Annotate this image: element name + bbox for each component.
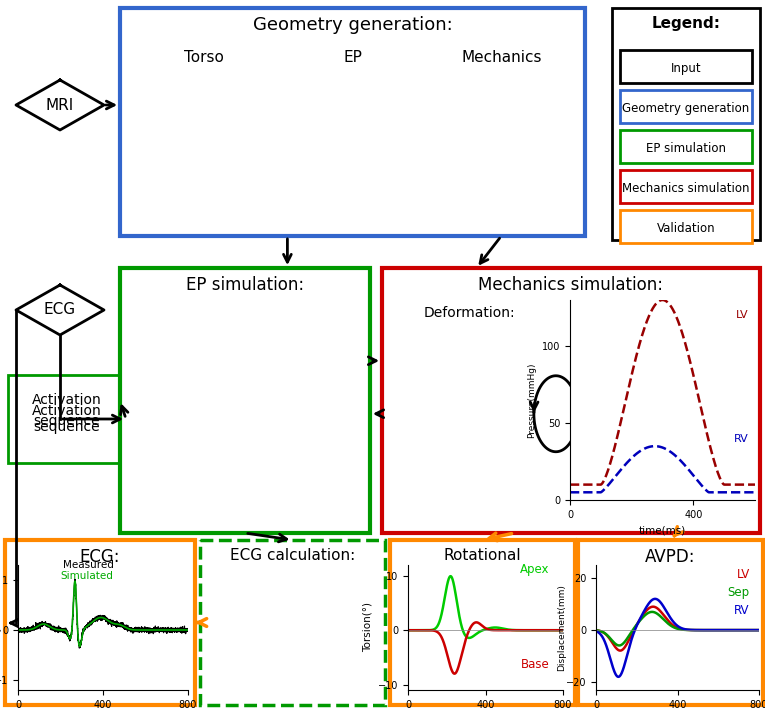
Text: Legend:: Legend: [652, 16, 721, 31]
Text: EP: EP [343, 50, 362, 65]
Line: Sep: Sep [596, 612, 759, 645]
Text: Geometry generation:: Geometry generation: [252, 16, 452, 34]
Text: Simulated: Simulated [60, 571, 114, 581]
Text: Geometry generation: Geometry generation [623, 102, 750, 115]
Sep [601, 630, 610, 638]
Bar [620, 50, 752, 83]
LV [754, 626, 763, 634]
RV [601, 640, 610, 649]
Text: MRI: MRI [46, 97, 74, 112]
Sep [754, 626, 763, 634]
Text: Mechanics: Mechanics [461, 50, 542, 65]
RV [715, 626, 724, 634]
RV [691, 626, 700, 634]
Text: Mechanics simulation: Mechanics simulation [622, 182, 750, 195]
Bar [620, 210, 752, 243]
Text: Rotational: Rotational [444, 548, 521, 563]
Text: Apex: Apex [520, 563, 550, 576]
Text: RV: RV [734, 434, 749, 444]
Text: AVPD:: AVPD: [645, 548, 695, 566]
Text: ECG: ECG [44, 302, 76, 317]
Y-axis label: Pressure(mmHg): Pressure(mmHg) [527, 362, 536, 438]
Text: RV: RV [734, 604, 750, 618]
Bar [5, 540, 195, 705]
Text: EP simulation:: EP simulation: [186, 276, 304, 294]
LV [591, 626, 601, 635]
Text: ECG calculation:: ECG calculation: [230, 548, 355, 563]
Text: Activation
sequence: Activation sequence [32, 404, 102, 434]
LV [695, 626, 705, 634]
Sep [695, 626, 705, 634]
LV [686, 626, 695, 634]
RV [732, 626, 741, 634]
Bar [578, 540, 763, 705]
RV [695, 626, 705, 634]
Text: LV: LV [737, 568, 750, 581]
LV [649, 602, 658, 611]
RV [614, 672, 623, 681]
Y-axis label: Displacement(mm): Displacement(mm) [557, 584, 566, 671]
Text: LV: LV [736, 310, 749, 320]
Text: Circulation:: Circulation: [610, 306, 690, 320]
Sep [647, 608, 656, 616]
Sep [591, 626, 601, 635]
Text: Deformation:: Deformation: [423, 306, 515, 320]
LV [715, 626, 724, 634]
RV [591, 627, 601, 635]
Text: Sep: Sep [728, 586, 750, 599]
Bar [8, 375, 126, 463]
Sep [732, 626, 741, 634]
RV [754, 626, 763, 634]
LV [616, 646, 625, 655]
Sep [614, 641, 623, 650]
Sep [691, 626, 700, 634]
Bar [120, 8, 585, 236]
Text: movement:: movement: [438, 566, 526, 581]
Bar [612, 8, 760, 240]
Sep [686, 626, 695, 634]
Line: RV: RV [596, 599, 759, 677]
Text: Torso: Torso [184, 50, 223, 65]
Y-axis label: Torsion(°): Torsion(°) [363, 603, 373, 652]
LV [732, 626, 741, 634]
X-axis label: time(ms): time(ms) [639, 525, 686, 535]
Bar [620, 90, 752, 123]
Bar [620, 130, 752, 163]
Line: LV: LV [596, 606, 759, 650]
Text: Input: Input [671, 62, 702, 75]
Text: Activation: Activation [32, 393, 102, 407]
Text: EP simulation: EP simulation [646, 142, 726, 155]
LV [691, 626, 700, 634]
RV [650, 594, 659, 603]
Text: Measured: Measured [63, 559, 114, 569]
Text: Mechanics simulation:: Mechanics simulation: [478, 276, 663, 294]
LV [601, 630, 610, 639]
Text: ECG:: ECG: [80, 548, 120, 566]
Sep [715, 626, 724, 634]
Text: Base: Base [520, 658, 549, 671]
Bar [120, 268, 370, 533]
Bar [390, 540, 575, 705]
Bar [620, 170, 752, 203]
Text: Validation: Validation [656, 222, 715, 235]
Text: sequence: sequence [34, 414, 100, 428]
Bar [382, 268, 760, 533]
Bar [200, 540, 385, 705]
RV [686, 626, 695, 634]
